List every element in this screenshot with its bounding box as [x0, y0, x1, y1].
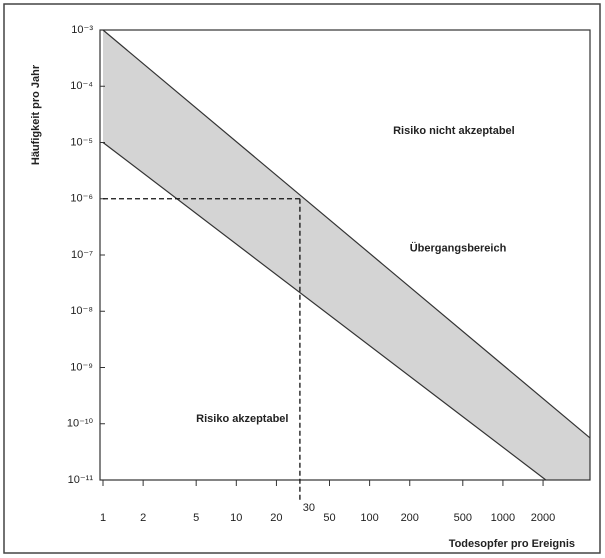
y-axis-label: Häufigkeit pro Jahr	[30, 64, 42, 165]
transition-band	[103, 30, 590, 480]
x-tick-label: 5	[193, 512, 199, 524]
y-tick-label: 10⁻¹⁰	[67, 418, 94, 430]
x-tick-label: 20	[270, 512, 282, 524]
x-tick-label: 2000	[531, 512, 555, 524]
annotation: Risiko nicht akzeptabel	[393, 125, 515, 137]
x-axis-label: Todesopfer pro Ereignis	[449, 538, 575, 550]
y-tick-label: 10⁻⁶	[70, 193, 93, 205]
x-tick-label: 100	[360, 512, 378, 524]
annotation: Übergangsbereich	[410, 241, 507, 254]
x-tick-label: 1	[100, 512, 106, 524]
boundary-line	[102, 29, 591, 439]
y-tick-label: 10⁻⁴	[70, 80, 93, 92]
y-tick-label: 10⁻³	[71, 24, 93, 36]
x-tick-label: 2	[140, 512, 146, 524]
x-tick-label: 50	[323, 512, 335, 524]
x-tick-label: 200	[401, 512, 419, 524]
x-tick-label: 10	[230, 512, 242, 524]
annotation: Risiko akzeptabel	[196, 413, 288, 425]
y-tick-label: 10⁻⁷	[71, 249, 93, 261]
reference-label: 30	[303, 502, 315, 514]
y-tick-label: 10⁻⁵	[70, 136, 93, 148]
x-tick-label: 1000	[491, 512, 515, 524]
y-tick-label: 10⁻¹¹	[68, 474, 94, 486]
y-tick-label: 10⁻⁸	[70, 305, 93, 317]
y-tick-label: 10⁻⁹	[70, 361, 93, 373]
x-tick-label: 500	[454, 512, 472, 524]
